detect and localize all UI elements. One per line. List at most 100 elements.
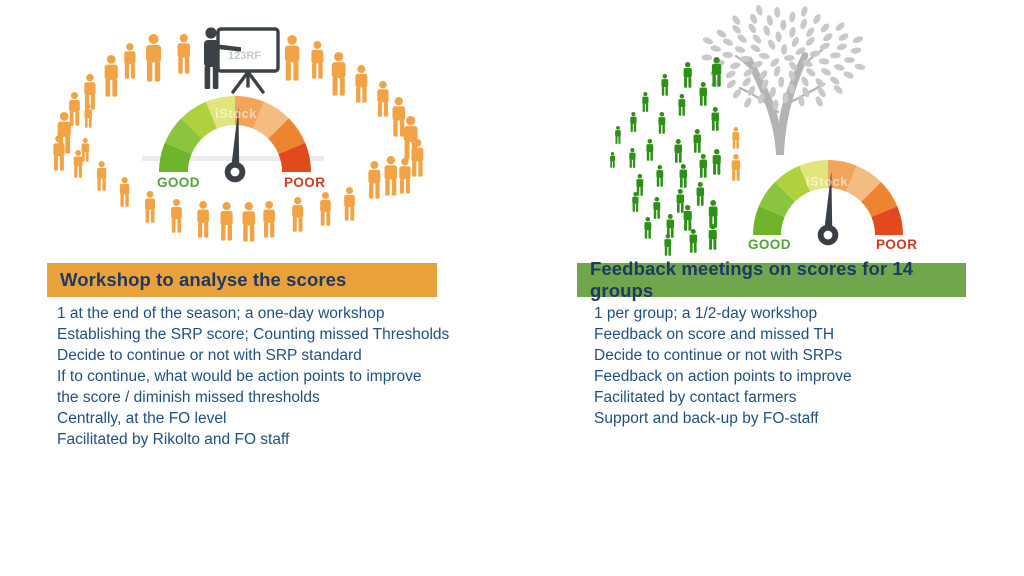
- person-icon: [711, 107, 719, 131]
- person-icon: [708, 224, 718, 250]
- person-icon: [242, 202, 256, 242]
- person-icon: [696, 182, 704, 206]
- feedback-detail-line: Support and back-up by FO-staff: [594, 410, 819, 427]
- person-icon: [641, 92, 649, 112]
- person-icon: [146, 34, 162, 82]
- person-icon: [404, 116, 418, 160]
- feedback-detail-line: Feedback on score and missed TH: [594, 326, 835, 343]
- person-icon: [674, 139, 682, 163]
- person-icon: [177, 34, 191, 74]
- person-icon: [343, 187, 355, 221]
- gauge-dial: [753, 160, 903, 246]
- person-icon: [57, 112, 71, 154]
- person-icon: [311, 41, 323, 79]
- whiteboard-watermark: 123RF: [228, 50, 261, 62]
- gauge-dial: [159, 96, 311, 183]
- person-icon: [676, 189, 684, 213]
- person-icon: [646, 139, 654, 161]
- person-icon: [197, 201, 209, 238]
- person-icon: [666, 214, 674, 238]
- person-icon: [628, 148, 636, 168]
- person-icon: [683, 205, 693, 231]
- person-icon: [631, 192, 639, 212]
- person-icon: [73, 150, 83, 178]
- person-icon: [84, 74, 96, 110]
- stock-watermark: iStock: [806, 174, 849, 189]
- workshop-detail-line: Decide to continue or not with SRP stand…: [57, 347, 362, 364]
- stock-watermark: iStock: [215, 106, 258, 121]
- person-icon: [708, 200, 718, 228]
- presenter-icon: [204, 27, 241, 89]
- person-icon: [68, 92, 80, 126]
- person-icon: [678, 94, 686, 116]
- person-icon: [332, 52, 346, 96]
- workshop-header-bar: Workshop to analyse the scores: [47, 263, 437, 297]
- workshop-header-title: Workshop to analyse the scores: [60, 269, 347, 290]
- workshop-details-text: 1 at the end of the season; a one-day wo…: [57, 303, 487, 450]
- person-icon: [392, 97, 406, 137]
- person-icon: [220, 202, 234, 241]
- whiteboard-icon: [216, 27, 280, 73]
- person-icon: [636, 174, 644, 196]
- person-icon: [689, 229, 697, 253]
- workshop-detail-line: Establishing the SRP score; Counting mis…: [57, 326, 450, 343]
- tree-icon: [701, 5, 866, 155]
- person-icon: [699, 82, 707, 106]
- feedback-detail-line: Feedback on action points to improve: [594, 368, 852, 385]
- gauge-poor-label: POOR: [876, 237, 918, 252]
- person-icon: [124, 43, 136, 79]
- person-icon: [731, 154, 741, 181]
- person-icon: [411, 139, 423, 177]
- person-icon: [144, 191, 156, 223]
- gauge-poor-label: POOR: [284, 175, 326, 190]
- person-icon: [53, 135, 65, 171]
- workshop-detail-line: 1 at the end of the season; a one-day wo…: [57, 305, 385, 322]
- person-icon: [84, 104, 92, 128]
- person-icon: [355, 65, 367, 103]
- person-icon: [732, 127, 740, 149]
- person-icon: [399, 158, 411, 194]
- person-icon: [284, 35, 300, 81]
- person-icon: [377, 81, 389, 117]
- workshop-detail-line: the score / diminish missed thresholds: [57, 389, 320, 406]
- person-icon: [384, 156, 398, 196]
- workshop-detail-line: Facilitated by Rikolto and FO staff: [57, 431, 290, 448]
- gauge-needle-icon: [823, 171, 833, 236]
- gauge-good-label: GOOD: [157, 175, 200, 190]
- person-icon: [664, 234, 672, 256]
- person-icon: [658, 112, 666, 134]
- person-icon: [120, 177, 130, 207]
- feedback-detail-line: Decide to continue or not with SRPs: [594, 347, 843, 364]
- person-icon: [661, 74, 669, 96]
- person-icon: [656, 165, 664, 187]
- person-icon: [693, 129, 701, 153]
- workshop-detail-line: Centrally, at the FO level: [57, 410, 227, 427]
- feedback-details-text: 1 per group; a 1/2-day workshop Feedback…: [594, 303, 994, 429]
- gauge-baseline-shadow: [142, 156, 324, 161]
- person-icon: [104, 55, 118, 97]
- person-icon: [615, 126, 621, 144]
- person-icon: [683, 62, 693, 88]
- gauge-needle-icon: [230, 107, 240, 173]
- workshop-detail-line: If to continue, what would be action poi…: [57, 368, 422, 385]
- person-icon: [699, 154, 707, 178]
- person-icon: [712, 149, 722, 175]
- person-icon: [319, 192, 331, 226]
- person-icon: [629, 112, 637, 132]
- person-icon: [170, 199, 182, 233]
- person-icon: [263, 201, 275, 238]
- person-icon: [712, 57, 722, 87]
- feedback-header-bar: Feedback meetings on scores for 14 group…: [577, 258, 966, 301]
- person-icon: [610, 152, 616, 168]
- person-icon: [653, 197, 661, 219]
- feedback-header-title: Feedback meetings on scores for 14 group…: [590, 258, 914, 301]
- person-icon: [81, 138, 89, 162]
- feedback-detail-line: Facilitated by contact farmers: [594, 389, 797, 406]
- person-icon: [97, 161, 107, 191]
- feedback-detail-line: 1 per group; a 1/2-day workshop: [594, 305, 818, 322]
- person-icon: [679, 164, 687, 188]
- tripod-icon: [231, 70, 265, 94]
- person-icon: [292, 197, 304, 232]
- person-icon: [368, 161, 380, 199]
